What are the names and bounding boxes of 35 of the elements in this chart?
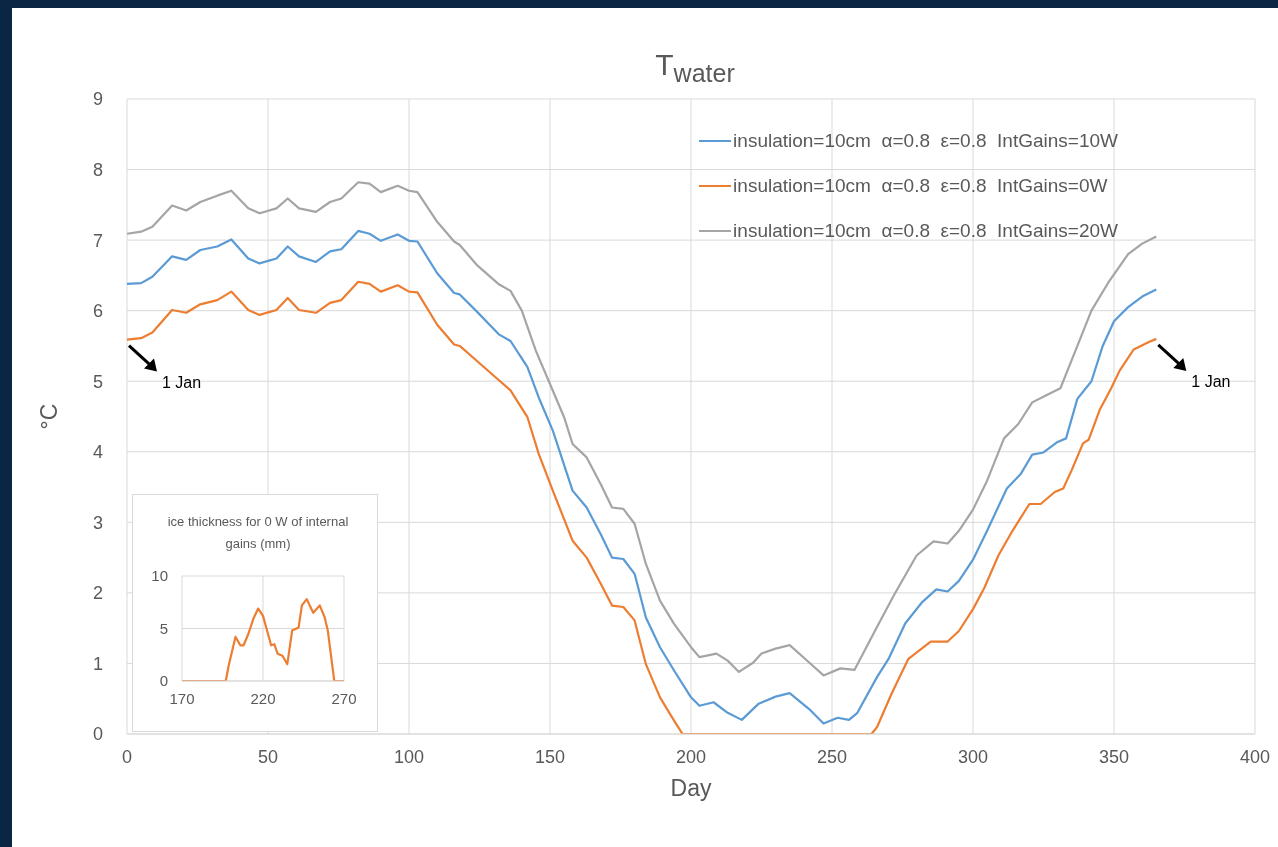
x-tick-label: 250 (816, 746, 848, 767)
x-tick-label: 50 (257, 746, 279, 767)
y-tick-label: 3 (92, 512, 103, 533)
y-tick-label: 0 (159, 672, 168, 690)
y-tick-label: 4 (92, 442, 103, 463)
legend-label: insulation=10cm α=0.8 ε=0.8 IntGains=0W (733, 174, 1108, 197)
x-tick-label: 270 (331, 689, 357, 707)
x-tick-label: 300 (957, 746, 989, 767)
y-tick-label: 9 (92, 89, 103, 110)
y-tick-label: 8 (92, 159, 103, 180)
annotation: 1 Jan (1191, 372, 1231, 390)
x-tick-label: 170 (169, 689, 195, 707)
line-series (127, 181, 1158, 677)
x-axis-title: Day (670, 775, 712, 801)
x-tick-label: 400 (1239, 746, 1271, 767)
legend-label: insulation=10cm α=0.8 ε=0.8 IntGains=10W (733, 129, 1118, 152)
y-axis-title: °C (36, 403, 63, 430)
y-tick-label: 1 (92, 653, 103, 674)
x-tick-label: 100 (393, 746, 425, 767)
chart-title: ice thickness for 0 W of internal gains (mm) (166, 513, 350, 553)
x-tick-label: 0 (121, 746, 133, 767)
x-tick-label: 150 (534, 746, 566, 767)
y-tick-label: 2 (92, 583, 103, 604)
x-tick-label: 200 (675, 746, 707, 767)
y-tick-label: 10 (151, 567, 168, 585)
y-tick-label: 7 (92, 230, 103, 251)
annotation: 1 Jan (162, 373, 202, 391)
y-tick-label: 0 (92, 724, 103, 745)
chart-title: T$_{water}$ (654, 48, 736, 88)
legend-label: insulation=10cm α=0.8 ε=0.8 IntGains=20W (733, 219, 1118, 242)
x-tick-label: 350 (1098, 746, 1130, 767)
x-tick-label: 220 (250, 689, 276, 707)
y-tick-label: 6 (92, 301, 103, 322)
y-tick-label: 5 (92, 371, 103, 392)
y-tick-label: 5 (159, 619, 168, 637)
